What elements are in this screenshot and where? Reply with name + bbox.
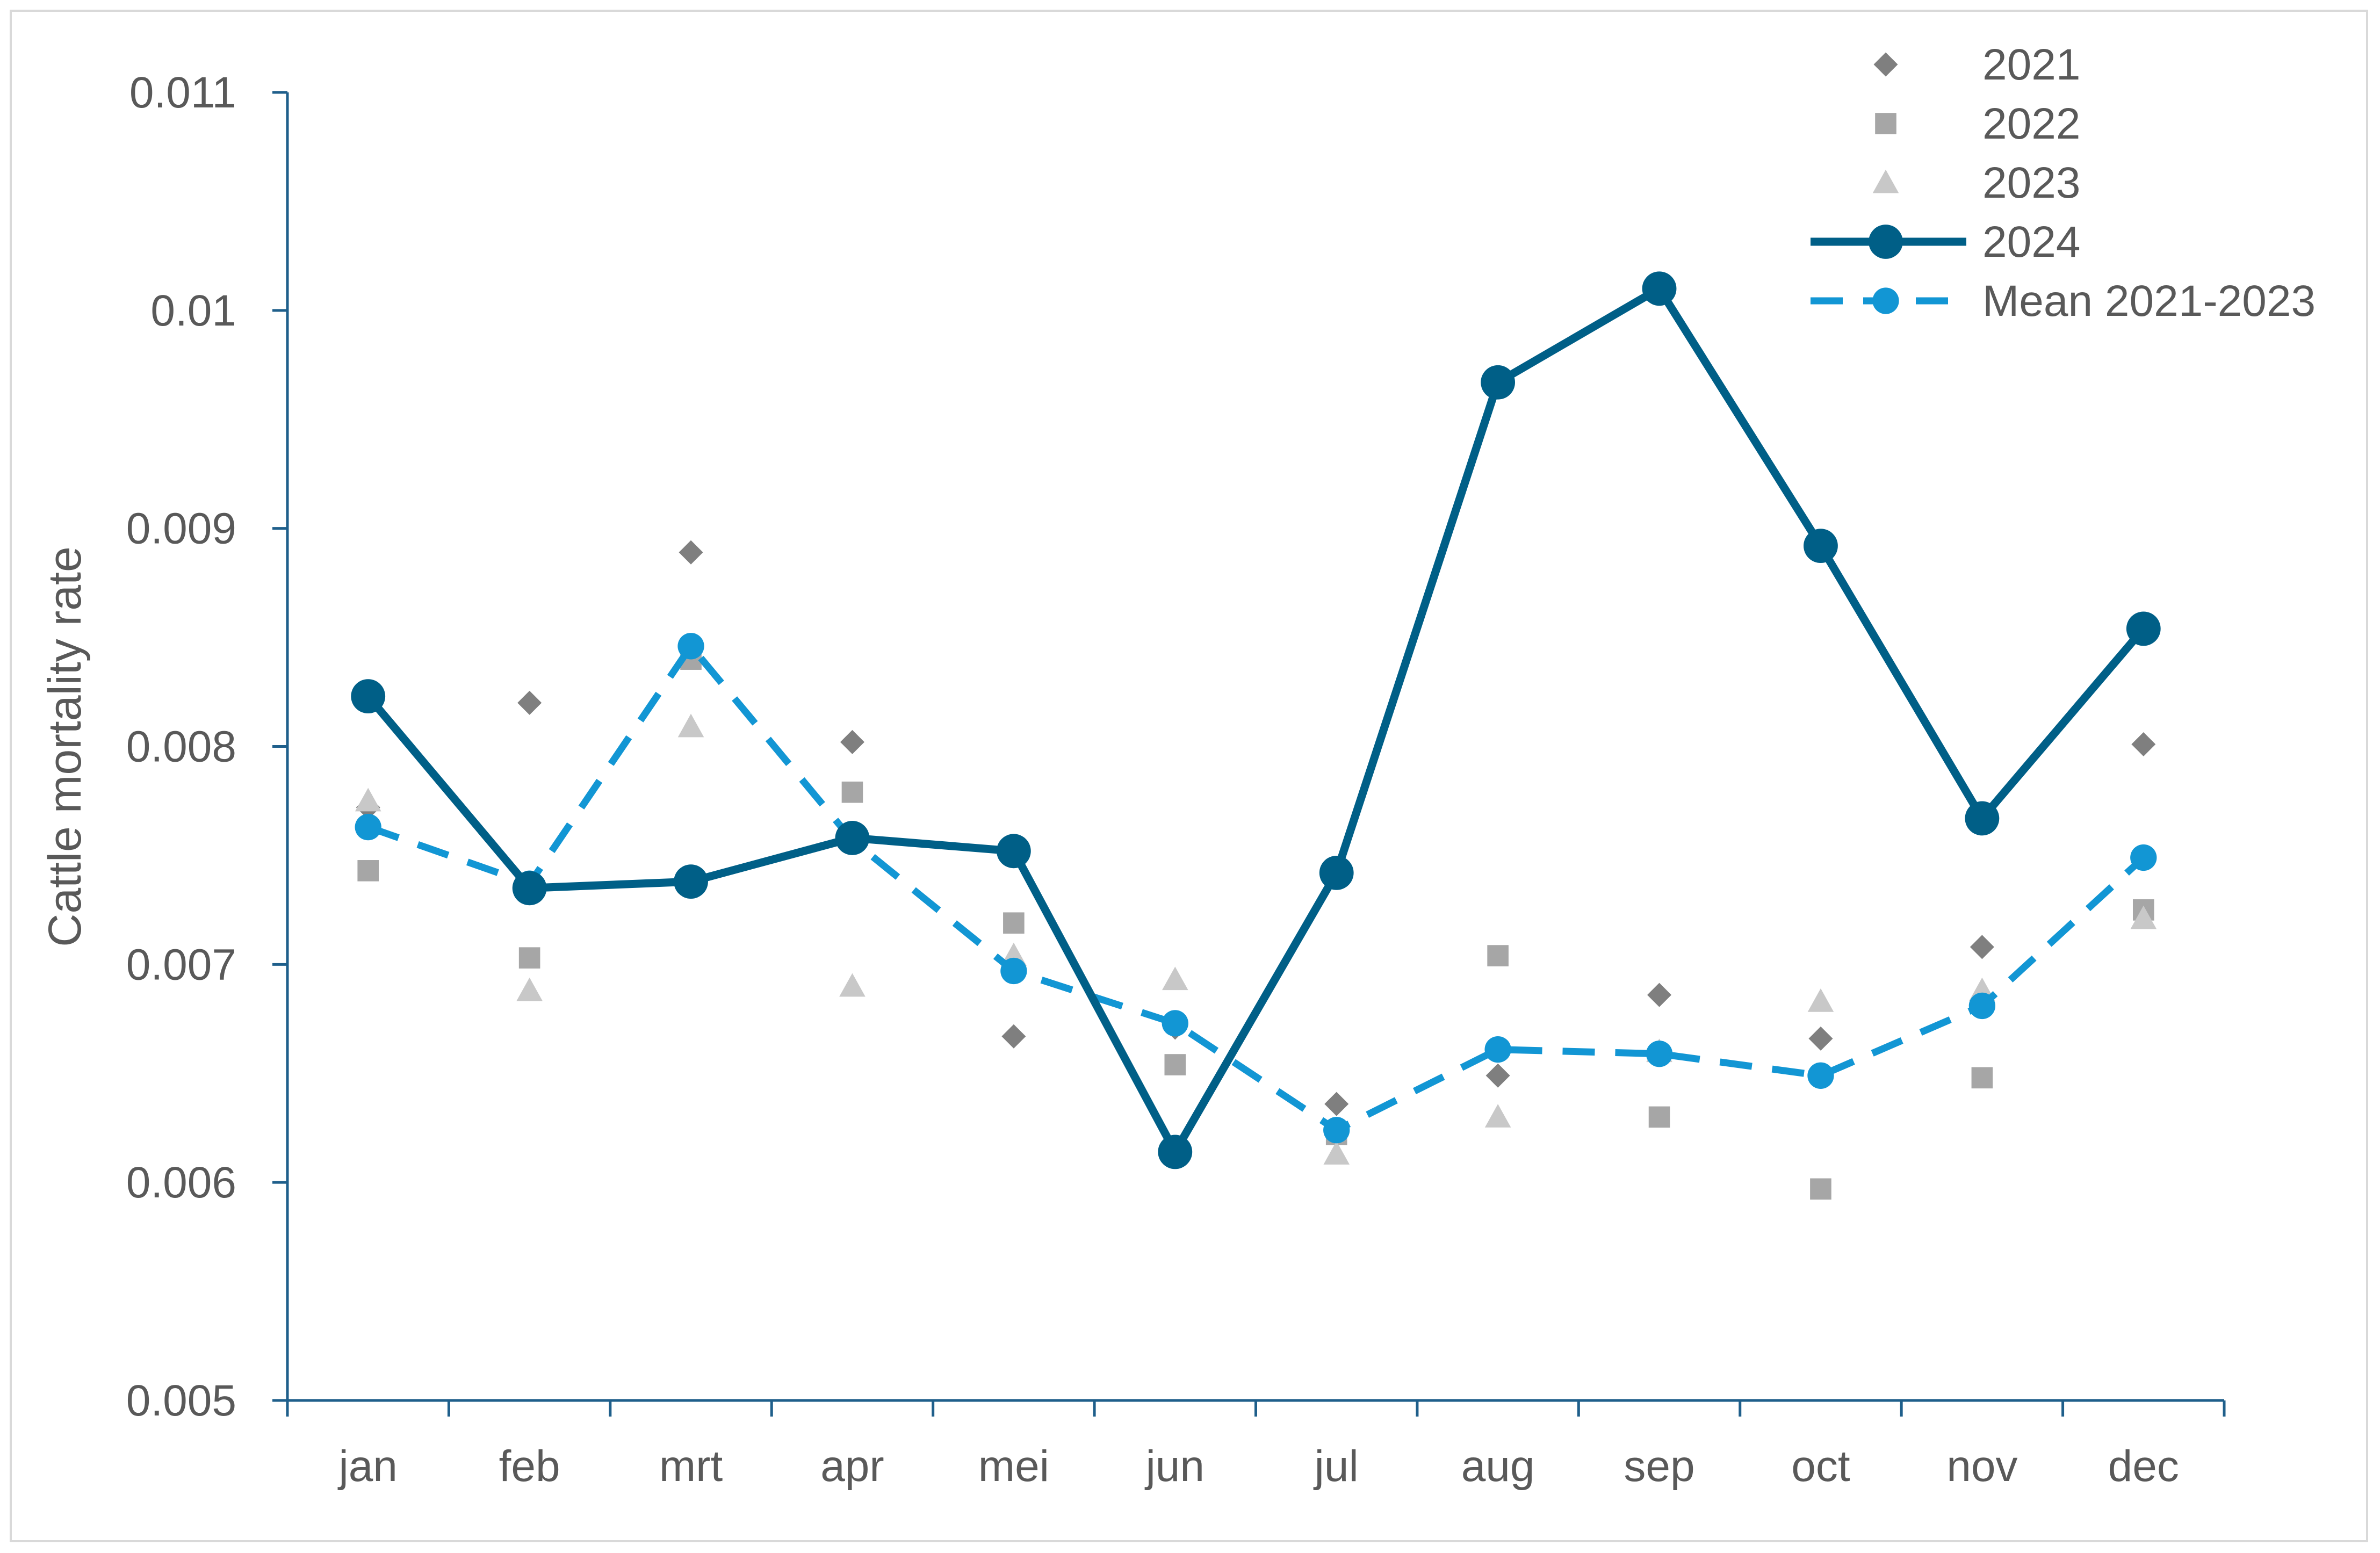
y-tick-label: 0.01 (150, 286, 236, 335)
data-point (2126, 611, 2161, 646)
y-tick-label: 0.011 (129, 68, 236, 117)
data-point (1808, 1026, 1833, 1051)
y-tick-label: 0.009 (126, 504, 236, 553)
data-point (1323, 1141, 1350, 1165)
data-point (674, 864, 708, 899)
data-point (1323, 1117, 1350, 1144)
data-point (835, 821, 870, 855)
legend-label: 2023 (1982, 158, 2080, 207)
legend-marker (1873, 52, 1898, 77)
data-point (679, 540, 703, 565)
legend-item: 2023 (1872, 158, 2080, 207)
data-point (1810, 1178, 1831, 1200)
data-point (357, 860, 379, 882)
data-point (351, 679, 386, 714)
x-tick-label: mei (978, 1442, 1049, 1491)
legend-marker (1872, 169, 1899, 193)
series-2023 (355, 713, 2157, 1165)
series-line (364, 284, 2148, 1156)
legend-label: 2021 (1982, 40, 2080, 89)
legend-marker (1869, 225, 1903, 259)
series-layer (351, 271, 2161, 1200)
legend-label: 2022 (1982, 99, 2080, 148)
data-point (1485, 1063, 1510, 1088)
data-point (512, 871, 547, 906)
legend-label: Mean 2021-2023 (1982, 277, 2316, 326)
data-point (1001, 1024, 1026, 1049)
chart-frame (10, 10, 2368, 1542)
data-point (1647, 983, 1672, 1007)
y-tick-label: 0.008 (126, 723, 236, 771)
data-point (1484, 1104, 1511, 1128)
legend: 2021 2022 2023 2024 Mean 2021-2023 (1811, 40, 2316, 326)
x-tick-label: jul (1314, 1442, 1359, 1491)
data-point (2130, 844, 2157, 871)
data-point (1162, 966, 1188, 991)
series-2021 (356, 540, 2156, 1116)
data-point (1965, 801, 2000, 836)
y-tick-label: 0.007 (126, 940, 236, 989)
data-point (355, 814, 381, 841)
data-point (1484, 1036, 1511, 1063)
data-point (2131, 732, 2156, 756)
data-point (355, 788, 381, 812)
data-point (677, 633, 704, 660)
x-tick-label: feb (499, 1442, 560, 1491)
data-point (516, 977, 543, 1001)
data-point (1807, 1062, 1834, 1089)
x-tick-label: oct (1791, 1442, 1850, 1491)
legend-label: 2024 (1982, 218, 2080, 266)
data-point (677, 713, 704, 738)
data-point (1164, 1054, 1186, 1075)
axes: 0.005 0.006 0.007 0.008 0.009 0.01 0.011 jan feb… (126, 68, 2226, 1491)
series-2022 (357, 648, 2154, 1200)
data-point (839, 973, 866, 997)
data-point (1003, 912, 1025, 934)
data-point (1804, 529, 1838, 564)
data-point (518, 947, 540, 969)
data-point (1646, 1041, 1673, 1067)
x-tick-label: mrt (659, 1442, 723, 1491)
series-2024 (351, 271, 2161, 1169)
data-point (840, 729, 864, 754)
data-point (1648, 1106, 1670, 1128)
data-point (1000, 957, 1027, 985)
data-point (1319, 855, 1354, 890)
data-point (1971, 1067, 1993, 1089)
data-point (1807, 988, 1834, 1012)
legend-marker (1875, 113, 1896, 134)
legend-item: 2024 (1811, 218, 2080, 266)
y-tick-label: 0.005 (126, 1376, 236, 1425)
data-point (1642, 271, 1677, 306)
x-tick-label: jun (1145, 1442, 1205, 1491)
legend-marker (1872, 287, 1899, 314)
data-point (1968, 992, 1996, 1020)
data-point (1487, 945, 1509, 966)
x-tick-label: dec (2108, 1442, 2179, 1491)
x-tick-label: nov (1946, 1442, 2017, 1491)
series-line (367, 642, 2146, 1134)
data-point (1481, 365, 1516, 400)
data-point (996, 834, 1031, 869)
data-point (1158, 1135, 1193, 1169)
x-tick-label: apr (820, 1442, 884, 1491)
legend-item: 2021 (1873, 40, 2080, 89)
data-point (1324, 1092, 1349, 1116)
legend-item: 2022 (1875, 99, 2080, 148)
data-point (517, 690, 542, 715)
x-tick-label: sep (1624, 1442, 1694, 1491)
x-tick-label: aug (1461, 1442, 1535, 1491)
legend-item: Mean 2021-2023 (1811, 277, 2316, 326)
y-axis-label: Cattle mortality rate (39, 546, 91, 947)
data-point (841, 781, 863, 803)
y-tick-label: 0.006 (126, 1158, 236, 1207)
x-tick-label: jan (337, 1442, 397, 1491)
data-point (2130, 905, 2157, 929)
data-point (1162, 1010, 1188, 1037)
data-point (1970, 935, 1994, 959)
